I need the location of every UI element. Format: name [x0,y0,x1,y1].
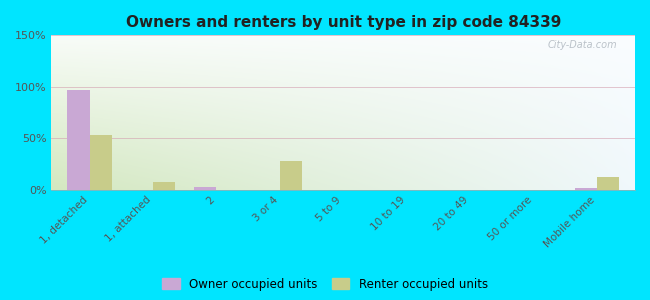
Bar [597,177,619,190]
Bar [153,182,175,190]
Bar [68,90,90,190]
Text: City-Data.com: City-Data.com [548,40,617,50]
Bar [280,161,302,190]
Legend: Owner occupied units, Renter occupied units: Owner occupied units, Renter occupied un… [159,274,491,294]
Bar [194,187,216,190]
Bar [90,135,112,190]
Bar [575,188,597,190]
Title: Owners and renters by unit type in zip code 84339: Owners and renters by unit type in zip c… [125,15,561,30]
